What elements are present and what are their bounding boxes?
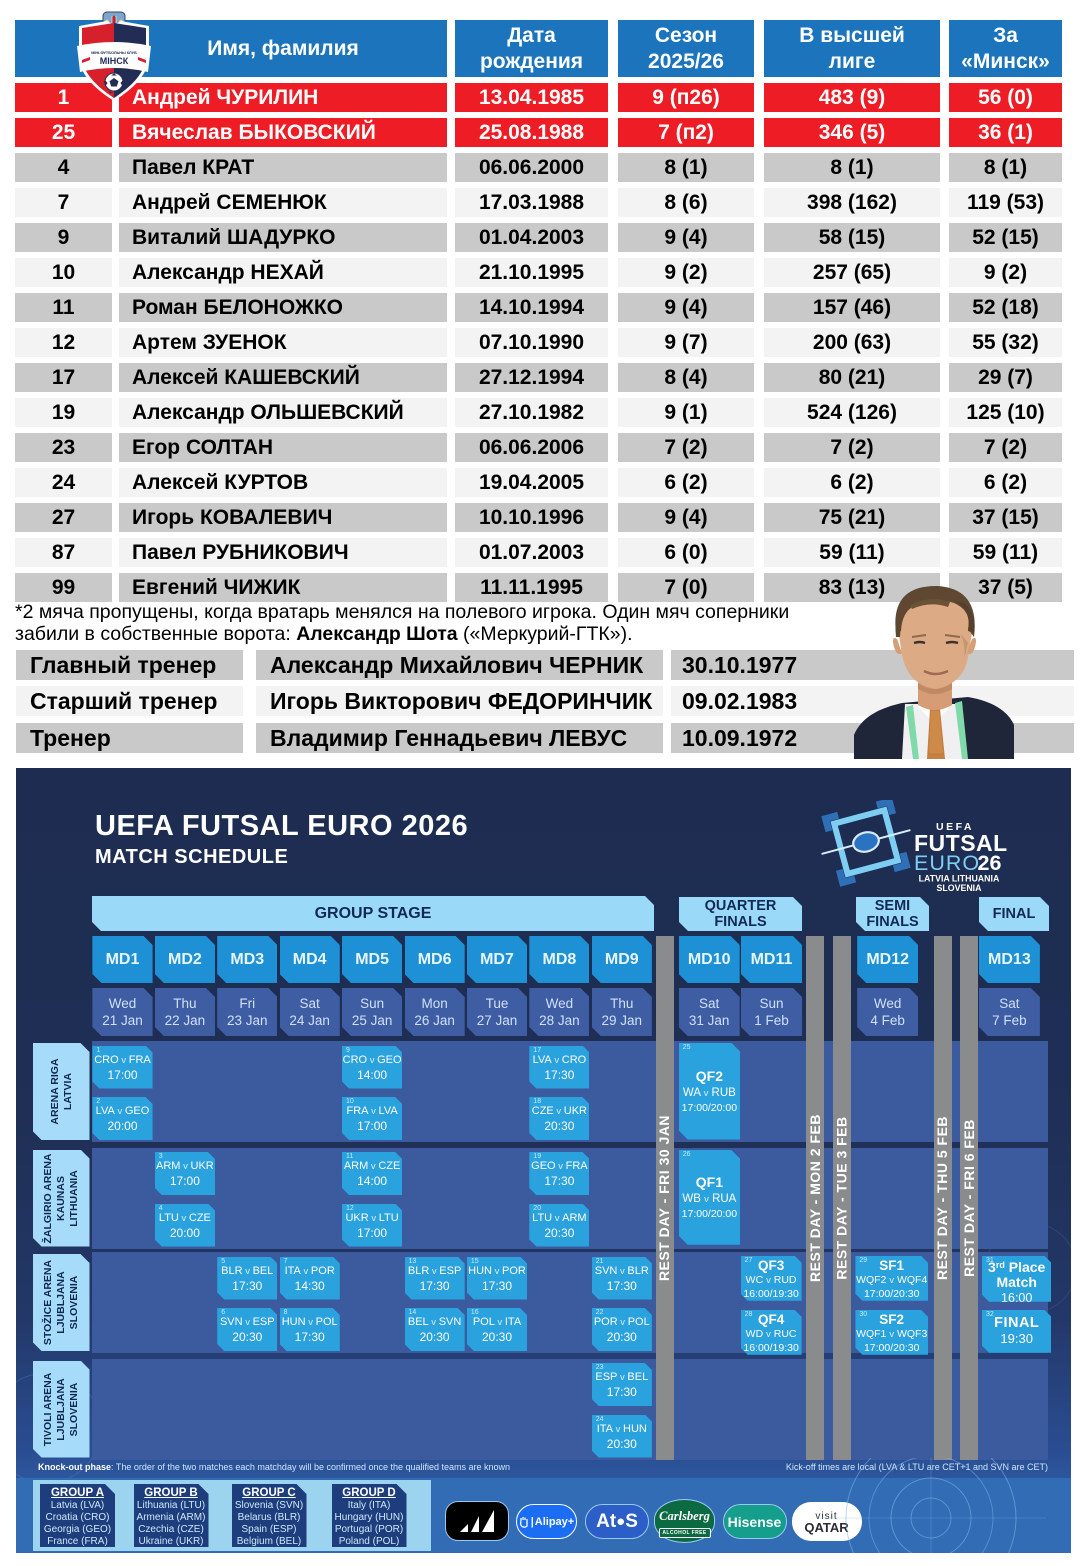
svg-text:LATVIA LITHUANIA: LATVIA LITHUANIA <box>919 874 1000 884</box>
svg-text:МІНСК: МІНСК <box>100 56 129 66</box>
svg-text:26: 26 <box>978 851 1002 875</box>
svg-text:SLOVENIA: SLOVENIA <box>937 883 983 893</box>
svg-text:FUTSAL: FUTSAL <box>914 830 1008 856</box>
svg-text:EURO: EURO <box>914 851 980 875</box>
svg-text:МІНІ-ФУТБОЛЬНЫ КЛУБ: МІНІ-ФУТБОЛЬНЫ КЛУБ <box>91 51 137 55</box>
svg-text:UEFA: UEFA <box>936 821 974 833</box>
